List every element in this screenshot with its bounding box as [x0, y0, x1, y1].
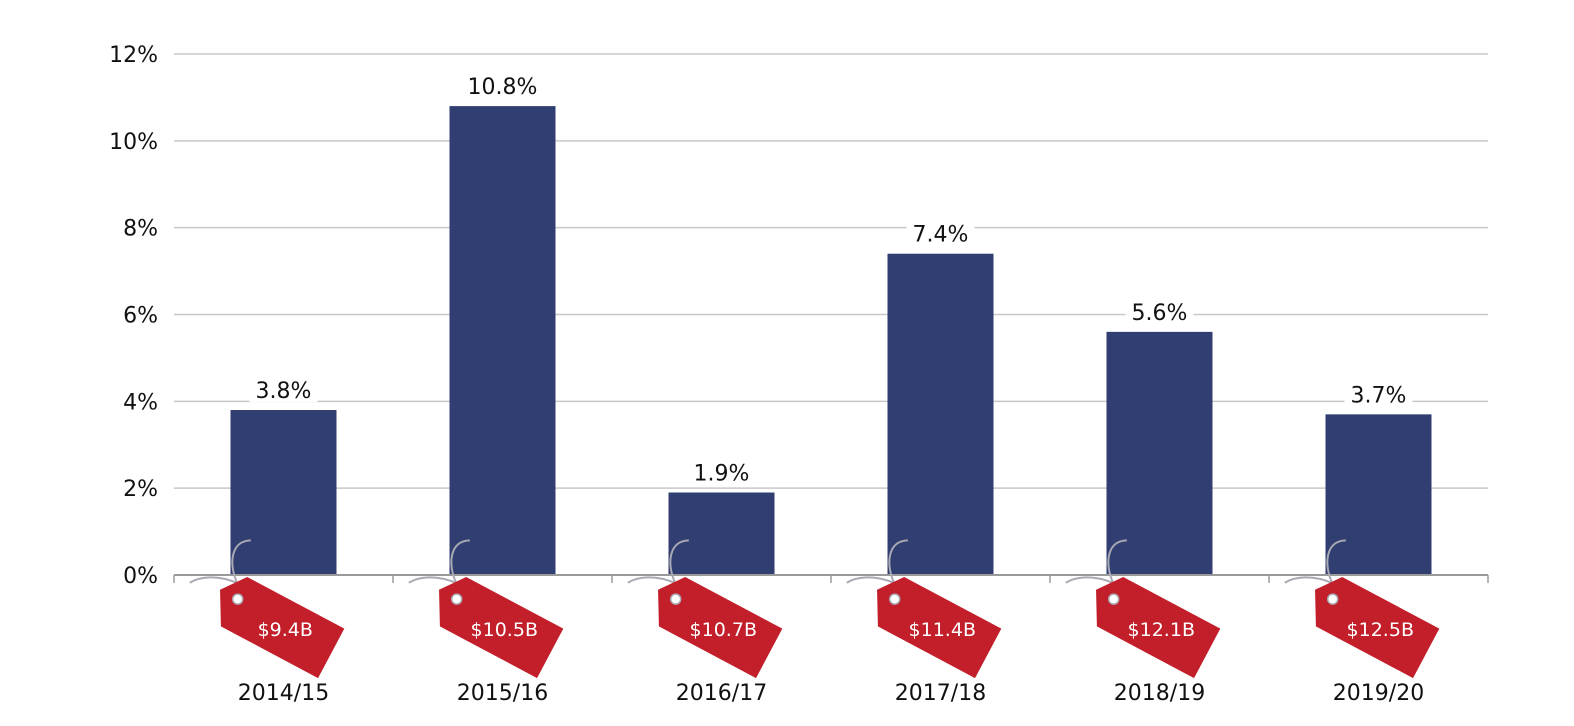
gridlines [174, 53, 1488, 489]
x-tick-label: 2017/18 [895, 681, 986, 706]
tag-string [1284, 539, 1346, 584]
x-tick-label: 2014/15 [238, 681, 329, 706]
tag-string [1065, 539, 1127, 584]
price-tag-label: $10.5B [471, 619, 538, 641]
price-tag-label: $12.5B [1347, 619, 1414, 641]
bar [449, 106, 556, 575]
bar [230, 410, 337, 575]
price-tag-label: $10.7B [690, 619, 757, 641]
tag-hole [450, 593, 463, 605]
tag-hole [669, 593, 682, 605]
data-label: 3.8% [256, 379, 312, 404]
data-label-background [906, 219, 975, 246]
bar [1106, 331, 1213, 575]
price-tag-icon: $12.1B [1065, 539, 1221, 679]
x-tick-label: 2019/20 [1333, 681, 1424, 706]
y-tick-label: 8% [123, 217, 158, 242]
x-tick-label: 2015/16 [457, 681, 548, 706]
data-labels: 3.8% 10.8% 1.9% 7.4% 5.6% 3.7% [249, 72, 1413, 487]
tag-hole [231, 593, 244, 605]
tag-hole [1326, 593, 1339, 605]
price-tag-icon: $10.5B [408, 539, 564, 679]
price-tag-label: $11.4B [909, 619, 976, 641]
data-label: 5.6% [1132, 301, 1188, 326]
data-label-background [249, 376, 318, 403]
price-tag-icon: $12.5B [1284, 539, 1440, 679]
tag-body [439, 576, 564, 679]
tag-string [846, 539, 908, 584]
data-label-background [1344, 380, 1413, 407]
x-tick-label: 2016/17 [676, 681, 767, 706]
price-tags: $9.4B $10.5B $10.7B $11.4B $12.1B $12.5B [189, 539, 1440, 679]
data-label: 10.8% [468, 75, 538, 100]
bar [1325, 414, 1432, 575]
price-tag-icon: $11.4B [846, 539, 1002, 679]
x-axis [173, 574, 1489, 583]
bar [668, 492, 775, 575]
tag-body [877, 576, 1002, 679]
data-label: 3.7% [1351, 383, 1407, 408]
price-tag-label: $9.4B [258, 619, 313, 641]
tag-body [220, 576, 345, 679]
y-tick-label: 2% [123, 477, 158, 502]
y-tick-label: 6% [123, 304, 158, 329]
data-label: 7.4% [913, 223, 969, 248]
tag-string [189, 539, 251, 584]
bar [887, 253, 994, 575]
data-label-background [468, 72, 537, 99]
tag-body [1096, 576, 1221, 679]
data-label-background [687, 458, 756, 485]
tag-string [408, 539, 470, 584]
tag-string [627, 539, 689, 584]
tag-hole [888, 593, 901, 605]
tag-hole [1107, 593, 1120, 605]
price-tag-label: $12.1B [1128, 619, 1195, 641]
category-labels: 2014/15 2015/16 2016/17 2017/18 2018/19 2019/… [238, 681, 1424, 706]
data-label-background [1125, 297, 1194, 324]
tag-body [1315, 576, 1440, 679]
x-tick-label: 2018/19 [1114, 681, 1205, 706]
y-tick-label: 10% [109, 130, 158, 155]
price-tag-icon: $10.7B [627, 539, 783, 679]
y-tick-label: 0% [123, 564, 158, 589]
bars [230, 106, 1432, 575]
y-axis-tick-labels: 0% 2% 4% 6% 8% 10% 12% [109, 43, 158, 589]
price-tag-icon: $9.4B [189, 539, 345, 679]
data-label: 1.9% [694, 462, 750, 487]
tag-body [658, 576, 783, 679]
y-tick-label: 4% [123, 390, 158, 415]
y-tick-label: 12% [109, 43, 158, 68]
